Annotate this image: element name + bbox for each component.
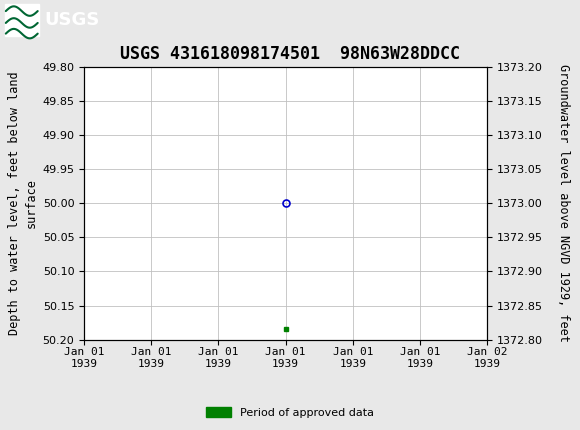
Text: USGS: USGS [44,11,99,29]
Text: USGS 431618098174501  98N63W28DDCC: USGS 431618098174501 98N63W28DDCC [120,45,460,63]
FancyBboxPatch shape [5,4,39,36]
Y-axis label: Depth to water level, feet below land
surface: Depth to water level, feet below land su… [8,71,38,335]
Y-axis label: Groundwater level above NGVD 1929, feet: Groundwater level above NGVD 1929, feet [557,64,570,342]
Legend: Period of approved data: Period of approved data [202,403,378,422]
